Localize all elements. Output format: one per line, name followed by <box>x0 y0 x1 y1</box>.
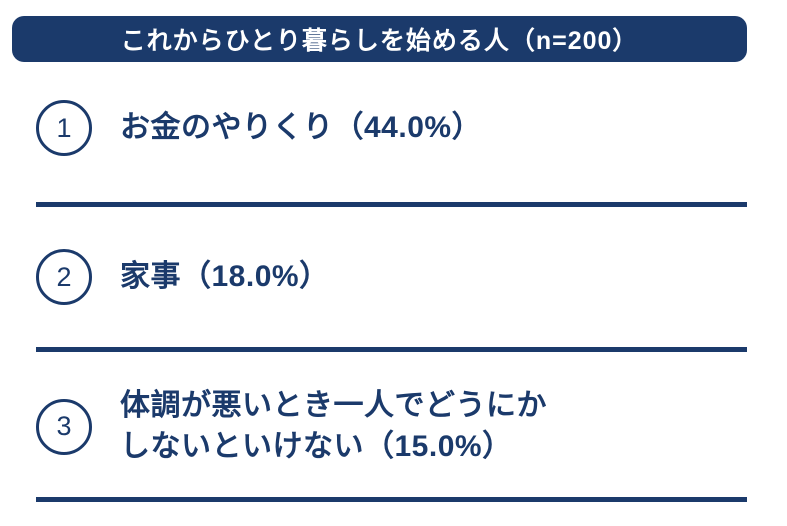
rank-3-label-line1: 体調が悪いとき一人でどうにか <box>120 389 547 422</box>
rank-1-label-line1: お金のやりくり（44.0%） <box>120 110 483 144</box>
rank-1-label: お金のやりくり（44.0%） <box>120 108 482 149</box>
rank-3-label-line2: しないといけない（15.0%） <box>120 429 513 463</box>
divider-1 <box>36 202 747 207</box>
rank-3-number: 3 <box>56 411 72 441</box>
divider-2 <box>36 347 747 352</box>
rank-item-3: 3 体調が悪いとき一人でどうにか しないといけない（15.0%） <box>36 352 747 497</box>
rank-3-circle: 3 <box>36 398 92 455</box>
rank-1-number: 1 <box>56 112 72 143</box>
rank-item-1: 1 お金のやりくり（44.0%） <box>36 62 747 202</box>
rank-3-label: 体調が悪いとき一人でどうにか しないといけない（15.0%） <box>120 386 547 467</box>
header-title: これからひとり暮らしを始める人（n=200） <box>120 27 639 55</box>
rank-2-number: 2 <box>56 261 72 292</box>
header-badge: これからひとり暮らしを始める人（n=200） <box>12 16 747 62</box>
rank-2-circle: 2 <box>36 249 92 305</box>
ranking-list: 1 お金のやりくり（44.0%） 2 家事（18.0%） 3 体調が悪いとき一人… <box>12 62 747 502</box>
rank-1-circle: 1 <box>36 100 92 156</box>
rank-item-2: 2 家事（18.0%） <box>36 207 747 347</box>
divider-3 <box>36 497 747 502</box>
rank-2-label-line1: 家事（18.0%） <box>120 259 330 293</box>
rank-2-label: 家事（18.0%） <box>120 257 330 298</box>
